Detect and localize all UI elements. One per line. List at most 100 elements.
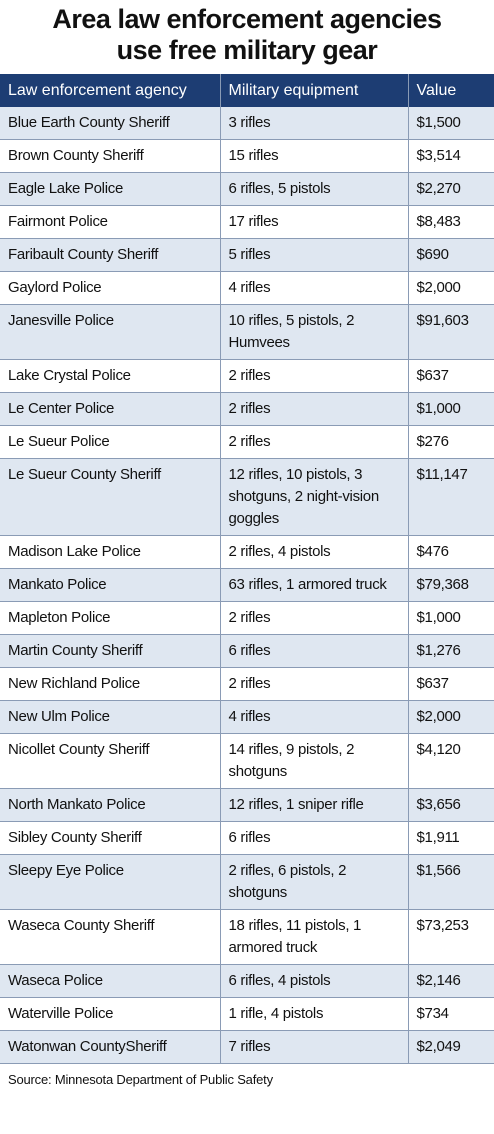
table-cell: 5 rifles	[219, 238, 408, 272]
table-cell: Waterville Police	[0, 997, 220, 1031]
column-header: Law enforcement agency	[0, 74, 220, 107]
table-cell: Mapleton Police	[0, 601, 220, 635]
table-row: Waseca County Sheriff 18 rifles, 11 pisto…	[0, 909, 494, 965]
table-cell: $3,514	[407, 139, 494, 173]
table-cell: Waseca County Sheriff	[0, 909, 220, 965]
table-cell: 2 rifles, 6 pistols, 2 shotguns	[219, 854, 408, 910]
table-cell: 7 rifles	[219, 1030, 408, 1064]
table-cell: Watonwan CountySheriff	[0, 1030, 220, 1064]
table-cell: $1,000	[407, 392, 494, 426]
table-cell: $91,603	[407, 304, 494, 360]
table-cell: 2 rifles	[219, 359, 408, 393]
table-row: New Richland Police 2 rifles $637	[0, 667, 494, 701]
table-cell: Gaylord Police	[0, 271, 220, 305]
table-row: Sibley County Sheriff 6 rifles $1,911	[0, 821, 494, 855]
table-cell: 2 rifles	[219, 667, 408, 701]
source: Source: Minnesota Department of Public S…	[8, 1072, 273, 1087]
table-cell: $1,566	[407, 854, 494, 910]
table-cell: 14 rifles, 9 pistols, 2 shotguns	[219, 733, 408, 789]
table-row: Mankato Police 63 rifles, 1 armored truck…	[0, 568, 494, 602]
table-cell: 2 rifles	[219, 425, 408, 459]
table-cell: $2,049	[407, 1030, 494, 1064]
table-cell: Janesville Police	[0, 304, 220, 360]
table: Law enforcement agency Military equipment…	[0, 74, 494, 1064]
table-cell: 2 rifles	[219, 601, 408, 635]
table-cell: $2,000	[407, 271, 494, 305]
column-header: Military equipment	[219, 74, 408, 107]
table-cell: Le Sueur Police	[0, 425, 220, 459]
table-cell: Blue Earth County Sheriff	[0, 107, 220, 140]
table-row: Watonwan CountySheriff 7 rifles $2,049	[0, 1030, 494, 1064]
table-cell: Sibley County Sheriff	[0, 821, 220, 855]
table-row: Blue Earth County Sheriff 3 rifles $1,500	[0, 107, 494, 140]
table-cell: Fairmont Police	[0, 205, 220, 239]
table-cell: Madison Lake Police	[0, 535, 220, 569]
title: Area law enforcement agencies use free m…	[52, 4, 442, 65]
table-cell: Eagle Lake Police	[0, 172, 220, 206]
table-row: North Mankato Police 12 rifles, 1 sniper …	[0, 788, 494, 822]
table-row: Martin County Sheriff 6 rifles $1,276	[0, 634, 494, 668]
table-cell: North Mankato Police	[0, 788, 220, 822]
table-cell: 17 rifles	[219, 205, 408, 239]
table-cell: $73,253	[407, 909, 494, 965]
table-cell: 12 rifles, 1 sniper rifle	[219, 788, 408, 822]
table-row: Le Sueur County Sheriff 12 rifles, 10 pis…	[0, 458, 494, 536]
table-cell: 63 rifles, 1 armored truck	[219, 568, 408, 602]
table-cell: 2 rifles	[219, 392, 408, 426]
table-row: Lake Crystal Police 2 rifles $637	[0, 359, 494, 393]
table-cell: $1,911	[407, 821, 494, 855]
table-cell: Faribault County Sheriff	[0, 238, 220, 272]
table-cell: 18 rifles, 11 pistols, 1 armored truck	[219, 909, 408, 965]
table-cell: $1,276	[407, 634, 494, 668]
table-cell: 6 rifles	[219, 821, 408, 855]
table-cell: 6 rifles, 4 pistols	[219, 964, 408, 998]
table-cell: 10 rifles, 5 pistols, 2 Humvees	[219, 304, 408, 360]
table-row: Janesville Police 10 rifles, 5 pistols, 2…	[0, 304, 494, 360]
table-cell: 6 rifles	[219, 634, 408, 668]
table-cell: $276	[407, 425, 494, 459]
table-row: Fairmont Police 17 rifles $8,483	[0, 205, 494, 239]
table-cell: $2,146	[407, 964, 494, 998]
table-cell: Lake Crystal Police	[0, 359, 220, 393]
table-cell: $637	[407, 667, 494, 701]
table-row: Le Sueur Police 2 rifles $276	[0, 425, 494, 459]
table-row: Faribault County Sheriff 5 rifles $690	[0, 238, 494, 272]
table-cell: New Ulm Police	[0, 700, 220, 734]
table-cell: 6 rifles, 5 pistols	[219, 172, 408, 206]
table-cell: Mankato Police	[0, 568, 220, 602]
table-cell: 4 rifles	[219, 271, 408, 305]
table-cell: $3,656	[407, 788, 494, 822]
table-cell: 4 rifles	[219, 700, 408, 734]
table-cell: $1,500	[407, 107, 494, 140]
table-cell: $8,483	[407, 205, 494, 239]
column-header: Value	[407, 74, 494, 107]
table-cell: 2 rifles, 4 pistols	[219, 535, 408, 569]
table-cell: Waseca Police	[0, 964, 220, 998]
table-cell: $79,368	[407, 568, 494, 602]
table-cell: 12 rifles, 10 pistols, 3 shotguns, 2 nig…	[219, 458, 408, 536]
table-cell: $690	[407, 238, 494, 272]
table-cell: $4,120	[407, 733, 494, 789]
table-cell: $11,147	[407, 458, 494, 536]
table-cell: $476	[407, 535, 494, 569]
table-row: Brown County Sheriff 15 rifles $3,514	[0, 139, 494, 173]
table-cell: 1 rifle, 4 pistols	[219, 997, 408, 1031]
table-row: Le Center Police 2 rifles $1,000	[0, 392, 494, 426]
table-row: Gaylord Police 4 rifles $2,000	[0, 271, 494, 305]
table-row: Eagle Lake Police 6 rifles, 5 pistols $2,2…	[0, 172, 494, 206]
table-cell: Le Sueur County Sheriff	[0, 458, 220, 536]
table-cell: Le Center Police	[0, 392, 220, 426]
table-row: New Ulm Police 4 rifles $2,000	[0, 700, 494, 734]
table-row: Nicollet County Sheriff 14 rifles, 9 pist…	[0, 733, 494, 789]
table-cell: 3 rifles	[219, 107, 408, 140]
table-cell: New Richland Police	[0, 667, 220, 701]
table-cell: $2,000	[407, 700, 494, 734]
table-cell: $1,000	[407, 601, 494, 635]
table-row: Mapleton Police 2 rifles $1,000	[0, 601, 494, 635]
table-row: Madison Lake Police 2 rifles, 4 pistols $4…	[0, 535, 494, 569]
table-row: Sleepy Eye Police 2 rifles, 6 pistols, 2 …	[0, 854, 494, 910]
table-cell: Brown County Sheriff	[0, 139, 220, 173]
table-cell: Martin County Sheriff	[0, 634, 220, 668]
table-row: Waseca Police 6 rifles, 4 pistols $2,146	[0, 964, 494, 998]
